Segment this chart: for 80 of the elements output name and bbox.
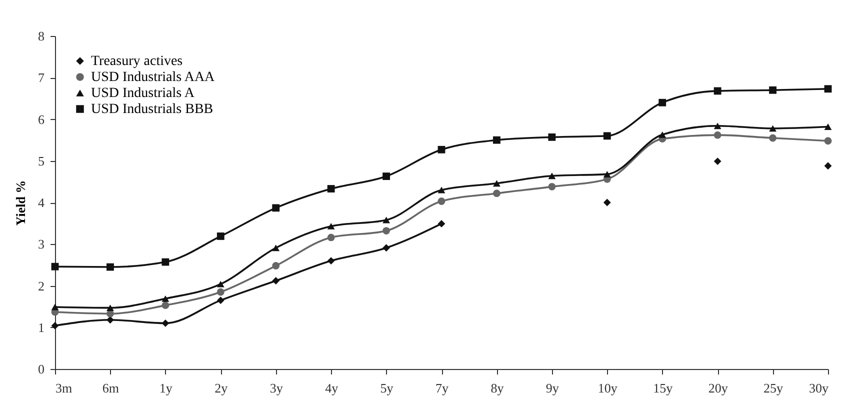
point	[51, 322, 59, 330]
point	[824, 162, 832, 170]
y-tick-label: 6	[38, 112, 45, 127]
x-tick-label: 7y	[436, 380, 449, 396]
point	[162, 320, 170, 327]
y-tick-label: 2	[38, 278, 44, 294]
point	[438, 146, 446, 154]
legend-label: USD Industrials A	[91, 86, 196, 101]
y-tick-label: 0	[38, 362, 44, 376]
point	[327, 223, 335, 230]
x-tick-label: 10y	[598, 380, 618, 396]
point	[272, 277, 280, 284]
y-tick-label: 3	[38, 236, 44, 252]
y-tick-label: 4	[38, 195, 45, 210]
point	[272, 244, 280, 252]
point	[714, 158, 722, 165]
point	[603, 198, 611, 206]
point	[548, 133, 556, 141]
y-axis-title: Yield %	[13, 180, 28, 226]
point	[438, 186, 446, 194]
point	[162, 258, 170, 266]
point	[327, 185, 335, 192]
point	[548, 182, 556, 190]
point	[769, 125, 776, 132]
point	[272, 204, 280, 212]
point	[548, 172, 556, 180]
point	[216, 280, 224, 288]
x-tick-label: 25y	[764, 380, 784, 396]
point	[438, 198, 446, 205]
x-tick-label: 6m	[102, 380, 120, 396]
point	[216, 232, 224, 240]
point	[714, 87, 722, 95]
x-tick-label: 2y	[214, 380, 228, 396]
legend-label: USD Industrials BBB	[91, 102, 214, 117]
x-tick-label: 8y	[490, 380, 504, 396]
point	[162, 302, 170, 310]
point	[272, 262, 280, 270]
point	[824, 137, 832, 145]
x-tick-label: 30y	[809, 380, 829, 396]
legend-label: Treasury actives	[91, 54, 183, 69]
x-tick-label: 3y	[270, 380, 284, 396]
x-tick-label: 3m	[56, 380, 72, 396]
point	[106, 316, 114, 324]
point	[769, 86, 776, 94]
point	[382, 227, 390, 235]
point	[658, 98, 666, 106]
x-tick-label: 20y	[708, 380, 728, 396]
point	[714, 131, 722, 139]
y-tick-label: 7	[38, 70, 45, 86]
point	[106, 263, 114, 271]
point	[382, 244, 390, 252]
x-tick-label: 5y	[380, 380, 394, 396]
y-tick-label: 8	[38, 28, 44, 44]
x-tick-label: 4y	[325, 380, 339, 396]
y-tick-label: 5	[38, 153, 44, 168]
point	[493, 190, 500, 198]
point	[106, 304, 114, 312]
point	[603, 170, 611, 178]
point	[824, 124, 832, 130]
legend-label: USD Industrials AAA	[91, 70, 216, 85]
point	[382, 172, 390, 180]
point	[51, 262, 59, 270]
point	[327, 234, 335, 242]
x-tick-label: 15y	[653, 380, 674, 396]
point	[327, 257, 335, 264]
point	[162, 295, 170, 302]
point	[216, 288, 224, 296]
point	[714, 122, 722, 130]
x-tick-label: 9y	[546, 380, 560, 396]
point	[493, 180, 500, 187]
point	[603, 132, 611, 140]
point	[769, 134, 776, 142]
point	[382, 216, 390, 224]
point	[51, 304, 59, 310]
x-tick-label: 1y	[159, 380, 173, 396]
point	[493, 136, 500, 144]
point	[216, 296, 224, 304]
point	[824, 85, 832, 93]
point	[658, 131, 666, 138]
y-tick-label: 1	[38, 320, 44, 335]
